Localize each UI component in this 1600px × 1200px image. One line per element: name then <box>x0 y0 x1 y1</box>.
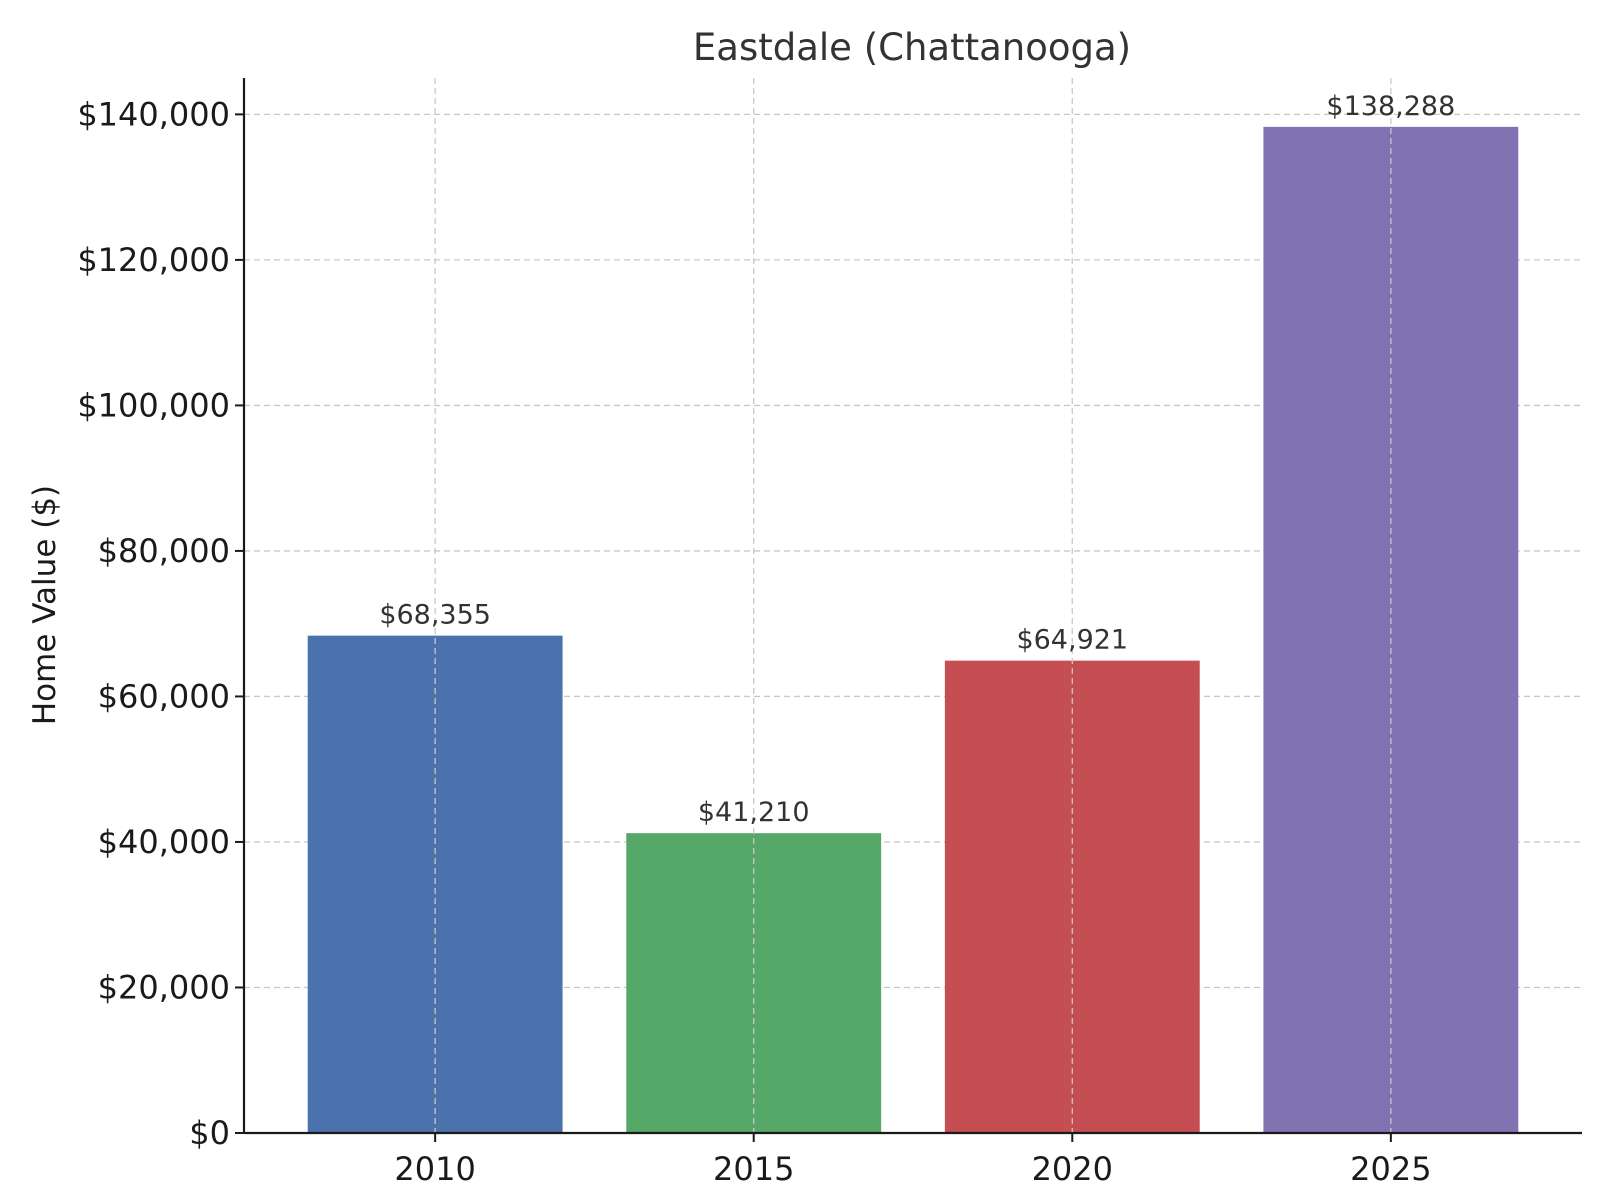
x-tick-label: 2025 <box>1350 1150 1431 1188</box>
data-label-2015: $41,210 <box>698 797 810 828</box>
y-ticks: $0 $20,000 $40,000 $60,000 $80,000 $100,000 $1… <box>77 95 244 1152</box>
y-tick-label: $40,000 <box>98 823 230 861</box>
y-tick-label: $20,000 <box>98 968 230 1006</box>
y-tick-label: $0 <box>189 1114 230 1152</box>
bars <box>307 126 1519 1134</box>
data-label-2025: $138,288 <box>1326 91 1455 122</box>
y-axis-label: Home Value ($) <box>27 485 63 725</box>
x-ticks: 2010 2015 2020 2025 <box>394 1133 1432 1188</box>
x-tick-label: 2020 <box>1032 1150 1113 1188</box>
chart-title: Eastdale (Chattanooga) <box>693 26 1131 69</box>
y-tick-label: $60,000 <box>98 677 230 715</box>
x-tick-label: 2015 <box>713 1150 794 1188</box>
y-tick-label: $120,000 <box>77 241 230 279</box>
data-label-2010: $68,355 <box>379 600 491 631</box>
y-tick-label: $140,000 <box>77 95 230 133</box>
data-labels: $68,355 $41,210 $64,921 $138,288 <box>379 91 1455 828</box>
axes <box>242 78 1582 1135</box>
y-tick-label: $80,000 <box>98 532 230 570</box>
y-tick-label: $100,000 <box>77 386 230 424</box>
data-label-2020: $64,921 <box>1016 625 1128 656</box>
x-tick-label: 2010 <box>394 1150 475 1188</box>
